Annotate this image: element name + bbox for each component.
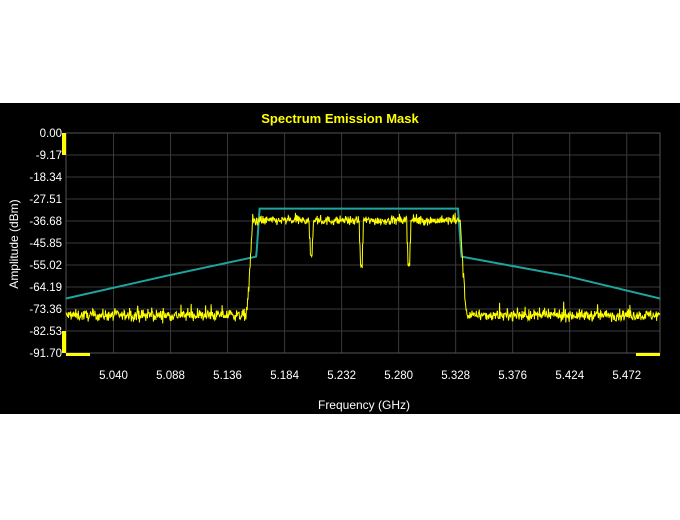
x-tick-label: 5.088 bbox=[156, 370, 185, 382]
x-tick-label: 5.376 bbox=[498, 370, 527, 382]
y-axis-title: Amplitude (dBm) bbox=[7, 199, 21, 288]
x-tick-label: 5.424 bbox=[555, 370, 584, 382]
signal-trace bbox=[65, 212, 661, 324]
x-tick-label: 5.472 bbox=[612, 370, 641, 382]
y-tick-label: -45.85 bbox=[29, 238, 62, 250]
x-left-marker[interactable] bbox=[66, 353, 90, 356]
mask-line bbox=[65, 207, 661, 300]
x-tick-label: 5.280 bbox=[384, 370, 413, 382]
y-tick-label: -82.53 bbox=[29, 326, 62, 338]
y-tick-label: -36.68 bbox=[29, 216, 62, 228]
signal-layer bbox=[65, 212, 661, 324]
y-axis-ticks: 0.00 -9.17 -18.34 -27.51 -36.68 -45.85 -55.02 -… bbox=[29, 128, 62, 360]
y-top-marker[interactable] bbox=[62, 133, 66, 155]
y-bottom-marker[interactable] bbox=[62, 331, 66, 353]
mask-layer bbox=[65, 207, 661, 300]
chart-title: Spectrum Emission Mask bbox=[261, 111, 419, 126]
y-tick-label: -91.70 bbox=[29, 348, 62, 360]
y-tick-label: -27.51 bbox=[29, 194, 62, 206]
y-tick-label: 0.00 bbox=[40, 128, 62, 140]
y-tick-label: -64.19 bbox=[29, 282, 62, 294]
chart-panel: Spectrum Emission Mask 0.00 -9.17 -18.34 -2… bbox=[0, 103, 680, 414]
x-tick-label: 5.328 bbox=[441, 370, 470, 382]
x-axis-ticks: 5.040 5.088 5.136 5.184 5.232 5.280 5.328 5.376… bbox=[99, 370, 641, 382]
plot-frame bbox=[65, 132, 661, 354]
y-tick-label: -55.02 bbox=[29, 260, 62, 272]
axis-markers[interactable] bbox=[62, 133, 660, 356]
spectrum-chart: Spectrum Emission Mask 0.00 -9.17 -18.34 -2… bbox=[7, 111, 661, 412]
x-tick-label: 5.136 bbox=[213, 370, 242, 382]
x-tick-label: 5.232 bbox=[327, 370, 356, 382]
y-tick-label: -9.17 bbox=[36, 150, 62, 162]
y-tick-label: -18.34 bbox=[29, 172, 62, 184]
x-axis-title: Frequency (GHz) bbox=[318, 398, 410, 412]
x-tick-label: 5.184 bbox=[270, 370, 299, 382]
x-tick-label: 5.040 bbox=[99, 370, 128, 382]
y-tick-label: -73.36 bbox=[29, 304, 62, 316]
x-right-marker[interactable] bbox=[636, 353, 660, 356]
